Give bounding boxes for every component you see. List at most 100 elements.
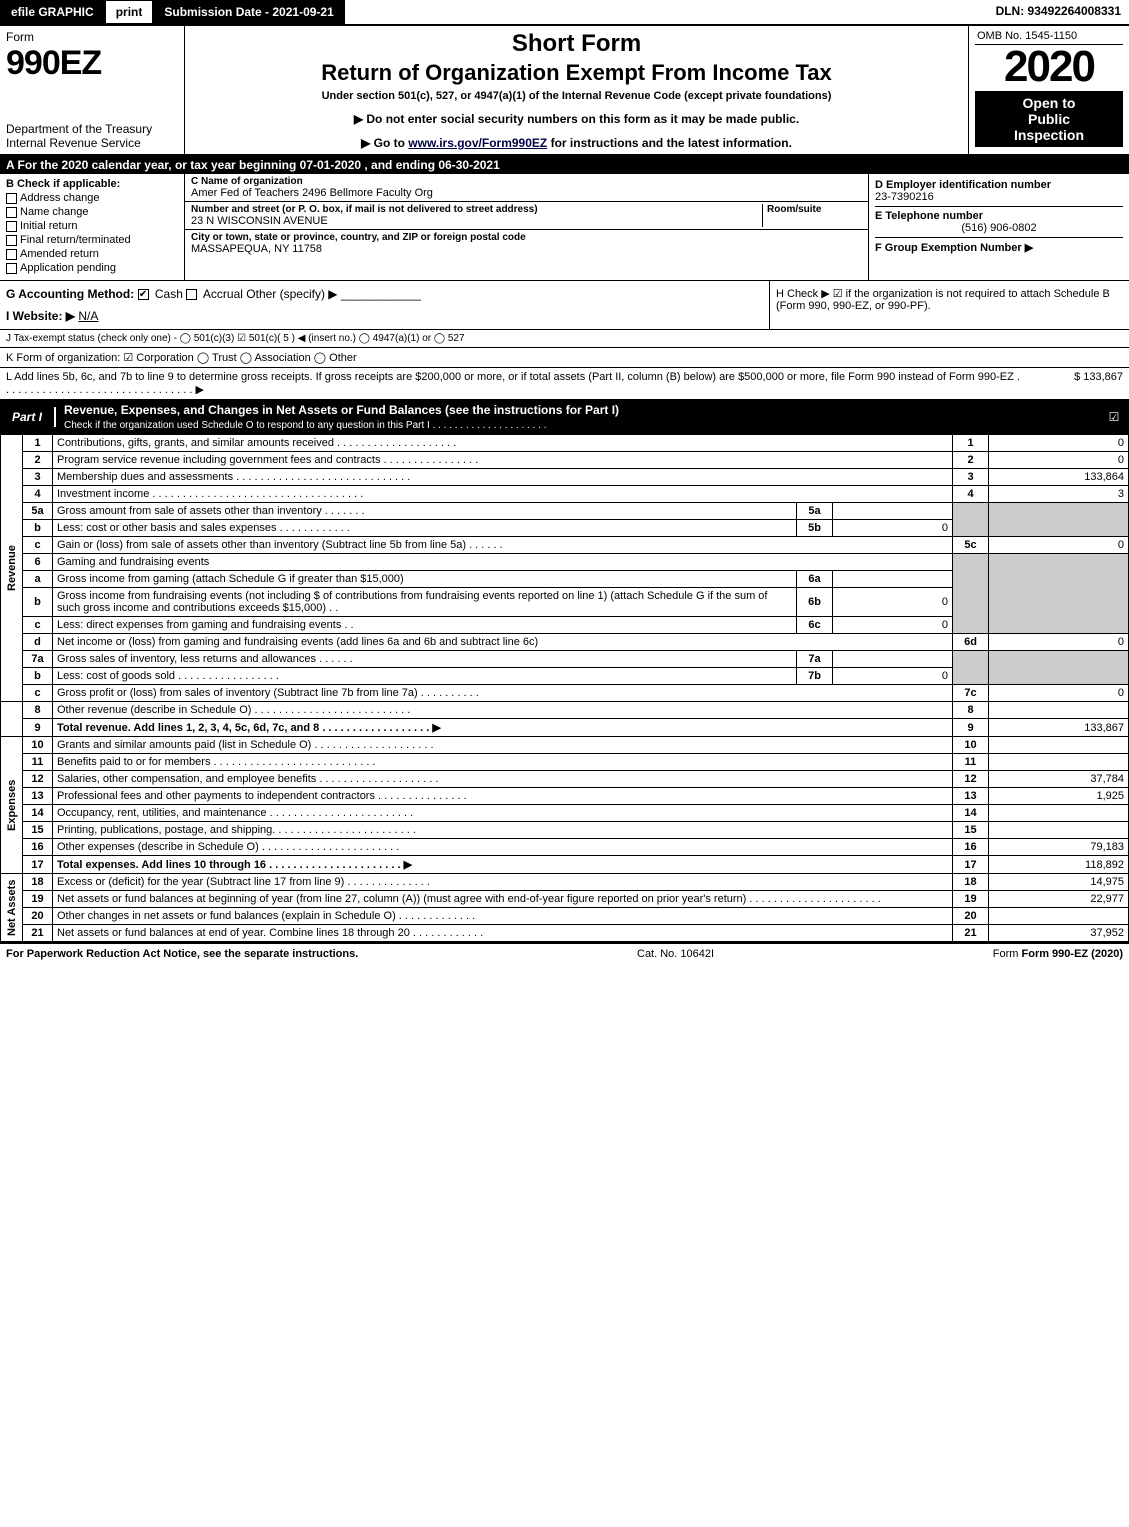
topbar: efile GRAPHIC print Submission Date - 20… bbox=[0, 0, 1129, 26]
l7a-sv bbox=[833, 651, 953, 668]
l12-val: 37,784 bbox=[989, 771, 1129, 788]
l15-val bbox=[989, 822, 1129, 839]
l11-num: 11 bbox=[23, 754, 53, 771]
checkbox-icon[interactable] bbox=[6, 263, 17, 274]
l12-desc: Salaries, other compensation, and employ… bbox=[53, 771, 953, 788]
l3-num: 3 bbox=[23, 469, 53, 486]
footer: For Paperwork Reduction Act Notice, see … bbox=[0, 942, 1129, 964]
l4-desc: Investment income . . . . . . . . . . . … bbox=[53, 486, 953, 503]
l14-ln: 14 bbox=[953, 805, 989, 822]
l10-ln: 10 bbox=[953, 737, 989, 754]
print-button[interactable]: print bbox=[105, 0, 154, 24]
shade bbox=[989, 503, 1129, 537]
checkbox-accrual-icon[interactable] bbox=[186, 289, 197, 300]
l16-num: 16 bbox=[23, 839, 53, 856]
footer-center: Cat. No. 10642I bbox=[637, 948, 714, 960]
row-a-taxyear: A For the 2020 calendar year, or tax yea… bbox=[0, 156, 1129, 174]
l6b-num: b bbox=[23, 588, 53, 617]
l18-num: 18 bbox=[23, 874, 53, 891]
l8-ln: 8 bbox=[953, 702, 989, 719]
cb-pending: Application pending bbox=[6, 262, 178, 274]
l6b-desc: Gross income from fundraising events (no… bbox=[53, 588, 797, 617]
l15-ln: 15 bbox=[953, 822, 989, 839]
l6d-desc: Net income or (loss) from gaming and fun… bbox=[53, 634, 953, 651]
l17-num: 17 bbox=[23, 856, 53, 874]
tel-value: (516) 906-0802 bbox=[875, 222, 1123, 234]
goto-link[interactable]: www.irs.gov/Form990EZ bbox=[408, 136, 547, 150]
part1-check: ☑ bbox=[1099, 410, 1129, 424]
row-l-text: L Add lines 5b, 6c, and 7b to line 9 to … bbox=[6, 371, 1023, 396]
checkbox-icon[interactable] bbox=[6, 193, 17, 204]
l9-val: 133,867 bbox=[989, 719, 1129, 737]
l11-val bbox=[989, 754, 1129, 771]
l6-num: 6 bbox=[23, 554, 53, 571]
l16-val: 79,183 bbox=[989, 839, 1129, 856]
checkbox-icon[interactable] bbox=[6, 249, 17, 260]
l3-val: 133,864 bbox=[989, 469, 1129, 486]
part1-sub: Check if the organization used Schedule … bbox=[64, 420, 546, 431]
l7b-sv: 0 bbox=[833, 668, 953, 685]
l6c-desc: Less: direct expenses from gaming and fu… bbox=[53, 617, 797, 634]
l5b-sv: 0 bbox=[833, 520, 953, 537]
ssn-warning: ▶ Do not enter social security numbers o… bbox=[193, 112, 960, 126]
l7c-val: 0 bbox=[989, 685, 1129, 702]
checklist: Address change Name change Initial retur… bbox=[6, 192, 178, 274]
tel-label: E Telephone number bbox=[875, 210, 1123, 222]
l2-desc: Program service revenue including govern… bbox=[53, 452, 953, 469]
part1-header: Part I Revenue, Expenses, and Changes in… bbox=[0, 400, 1129, 434]
l7a-desc: Gross sales of inventory, less returns a… bbox=[53, 651, 797, 668]
ein-value: 23-7390216 bbox=[875, 191, 1123, 203]
l4-num: 4 bbox=[23, 486, 53, 503]
col-d: D Employer identification number 23-7390… bbox=[869, 174, 1129, 280]
checkbox-icon[interactable] bbox=[6, 221, 17, 232]
col-b: B Check if applicable: Address change Na… bbox=[0, 174, 185, 280]
goto-pre: ▶ Go to bbox=[361, 136, 408, 150]
l6b-sv: 0 bbox=[833, 588, 953, 617]
l8-num: 8 bbox=[23, 702, 53, 719]
l12-ln: 12 bbox=[953, 771, 989, 788]
l6c-num: c bbox=[23, 617, 53, 634]
l11-desc: Benefits paid to or for members . . . . … bbox=[53, 754, 953, 771]
l20-desc: Other changes in net assets or fund bala… bbox=[53, 908, 953, 925]
l15-desc: Printing, publications, postage, and shi… bbox=[53, 822, 953, 839]
l7c-num: c bbox=[23, 685, 53, 702]
l7b-desc: Less: cost of goods sold . . . . . . . .… bbox=[53, 668, 797, 685]
sidebar-rev-cont bbox=[1, 702, 23, 737]
row-k: K Form of organization: ☑ Corporation ◯ … bbox=[0, 348, 1129, 368]
l6a-desc: Gross income from gaming (attach Schedul… bbox=[53, 571, 797, 588]
checkbox-icon[interactable] bbox=[6, 235, 17, 246]
l4-ln: 4 bbox=[953, 486, 989, 503]
l8-val bbox=[989, 702, 1129, 719]
org-name-cell: C Name of organization Amer Fed of Teach… bbox=[185, 174, 868, 202]
addr-value: 23 N WISCONSIN AVENUE bbox=[191, 215, 762, 227]
lines-table: Revenue 1 Contributions, gifts, grants, … bbox=[0, 434, 1129, 942]
row-j: J Tax-exempt status (check only one) - ◯… bbox=[0, 330, 1129, 348]
l21-desc: Net assets or fund balances at end of ye… bbox=[53, 925, 953, 942]
l1-num: 1 bbox=[23, 435, 53, 452]
footer-left: For Paperwork Reduction Act Notice, see … bbox=[6, 948, 358, 960]
l7a-sn: 7a bbox=[797, 651, 833, 668]
footer-right-text: Form 990-EZ (2020) bbox=[1022, 948, 1123, 960]
open-line3: Inspection bbox=[977, 127, 1121, 143]
l19-val: 22,977 bbox=[989, 891, 1129, 908]
shade bbox=[953, 554, 989, 634]
l10-val bbox=[989, 737, 1129, 754]
checkbox-icon[interactable] bbox=[6, 207, 17, 218]
l2-val: 0 bbox=[989, 452, 1129, 469]
form-number: 990EZ bbox=[6, 44, 178, 83]
city-label: City or town, state or province, country… bbox=[191, 232, 862, 243]
addr-cell: Number and street (or P. O. box, if mail… bbox=[185, 202, 868, 230]
l16-ln: 16 bbox=[953, 839, 989, 856]
l17-val: 118,892 bbox=[989, 856, 1129, 874]
l16-desc: Other expenses (describe in Schedule O) … bbox=[53, 839, 953, 856]
cb-address: Address change bbox=[6, 192, 178, 204]
l3-desc: Membership dues and assessments . . . . … bbox=[53, 469, 953, 486]
shade bbox=[953, 503, 989, 537]
cb-initial: Initial return bbox=[6, 220, 178, 232]
l2-ln: 2 bbox=[953, 452, 989, 469]
l6c-sn: 6c bbox=[797, 617, 833, 634]
checkbox-cash-icon[interactable] bbox=[138, 289, 149, 300]
l18-ln: 18 bbox=[953, 874, 989, 891]
org-name-label: C Name of organization bbox=[191, 176, 862, 187]
org-name: Amer Fed of Teachers 2496 Bellmore Facul… bbox=[191, 187, 862, 199]
